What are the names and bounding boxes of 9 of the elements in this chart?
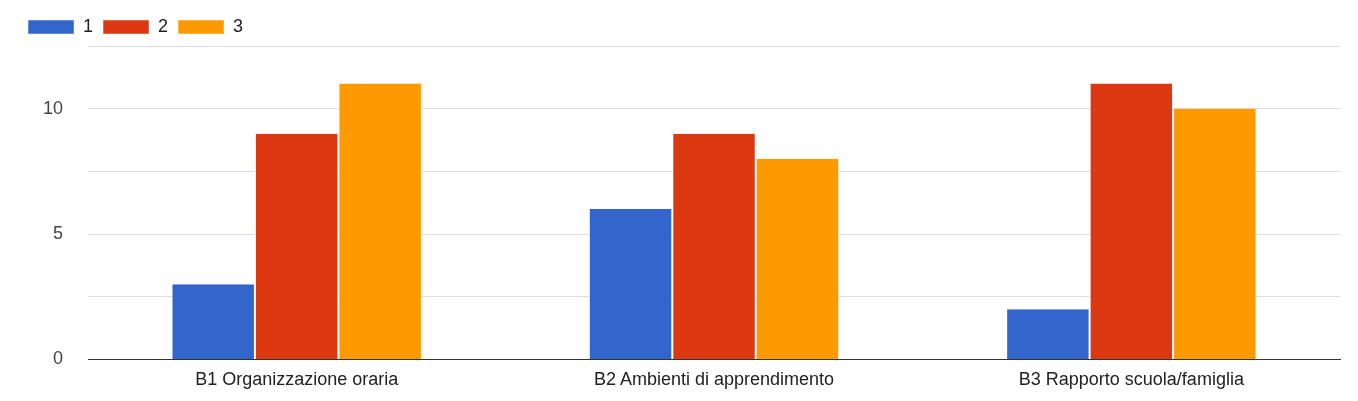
y-tick-label: 5 [53,223,64,244]
x-tick-label: B3 Rapporto scuola/famiglia [1018,369,1245,390]
legend-label: 2 [158,15,169,36]
y-tick-label: 10 [42,97,64,118]
y-tick-label: 0 [53,348,64,369]
x-tick-label: B1 Organizzazione oraria [195,369,400,390]
x-tick-label: B2 Ambienti di apprendimento [593,369,835,390]
legend-label: 3 [233,15,244,36]
legend-label: 1 [83,15,94,36]
